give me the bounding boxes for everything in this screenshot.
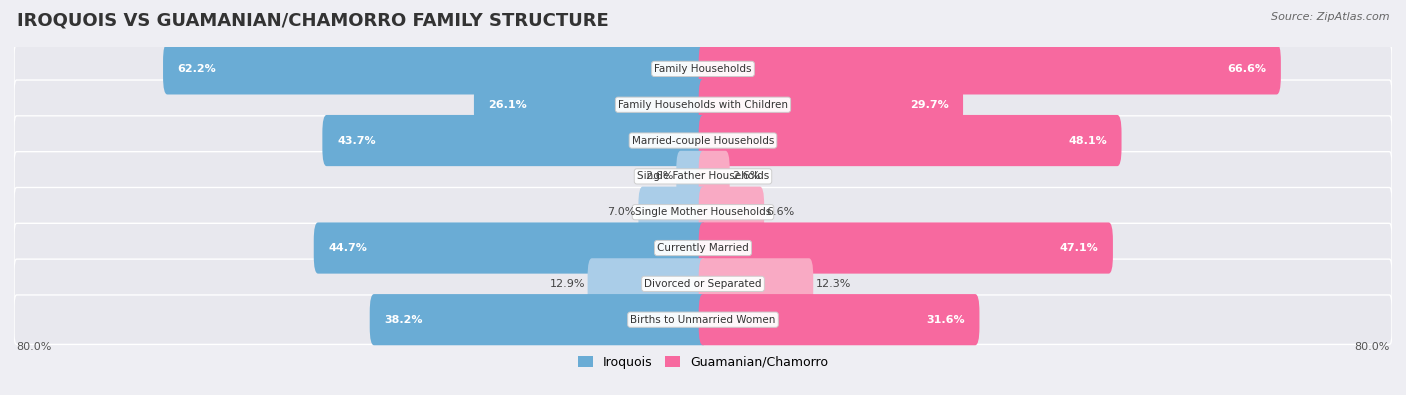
- FancyBboxPatch shape: [699, 186, 763, 238]
- FancyBboxPatch shape: [474, 79, 707, 130]
- FancyBboxPatch shape: [588, 258, 707, 309]
- Text: 62.2%: 62.2%: [177, 64, 217, 74]
- Text: Single Mother Households: Single Mother Households: [636, 207, 770, 217]
- Text: 48.1%: 48.1%: [1069, 135, 1107, 145]
- FancyBboxPatch shape: [699, 115, 1122, 166]
- FancyBboxPatch shape: [699, 294, 980, 345]
- Text: Family Households: Family Households: [654, 64, 752, 74]
- FancyBboxPatch shape: [14, 80, 1392, 130]
- Text: 80.0%: 80.0%: [17, 342, 52, 352]
- Text: Single Father Households: Single Father Households: [637, 171, 769, 181]
- FancyBboxPatch shape: [14, 259, 1392, 308]
- Text: 6.6%: 6.6%: [766, 207, 794, 217]
- Text: IROQUOIS VS GUAMANIAN/CHAMORRO FAMILY STRUCTURE: IROQUOIS VS GUAMANIAN/CHAMORRO FAMILY ST…: [17, 12, 609, 30]
- Text: 2.6%: 2.6%: [645, 171, 673, 181]
- Text: 12.9%: 12.9%: [550, 279, 585, 289]
- Text: 7.0%: 7.0%: [607, 207, 636, 217]
- Text: 66.6%: 66.6%: [1227, 64, 1267, 74]
- FancyBboxPatch shape: [699, 79, 963, 130]
- Legend: Iroquois, Guamanian/Chamorro: Iroquois, Guamanian/Chamorro: [572, 351, 834, 374]
- Text: 2.6%: 2.6%: [733, 171, 761, 181]
- FancyBboxPatch shape: [699, 258, 813, 309]
- FancyBboxPatch shape: [699, 151, 730, 202]
- Text: 12.3%: 12.3%: [815, 279, 851, 289]
- Text: 47.1%: 47.1%: [1060, 243, 1098, 253]
- FancyBboxPatch shape: [14, 223, 1392, 273]
- Text: Divorced or Separated: Divorced or Separated: [644, 279, 762, 289]
- Text: 29.7%: 29.7%: [910, 100, 949, 110]
- Text: 26.1%: 26.1%: [488, 100, 527, 110]
- Text: Family Households with Children: Family Households with Children: [619, 100, 787, 110]
- FancyBboxPatch shape: [638, 186, 707, 238]
- Text: Births to Unmarried Women: Births to Unmarried Women: [630, 315, 776, 325]
- FancyBboxPatch shape: [14, 116, 1392, 165]
- Text: 80.0%: 80.0%: [1354, 342, 1389, 352]
- FancyBboxPatch shape: [14, 44, 1392, 94]
- FancyBboxPatch shape: [676, 151, 707, 202]
- FancyBboxPatch shape: [314, 222, 707, 274]
- Text: 43.7%: 43.7%: [337, 135, 375, 145]
- FancyBboxPatch shape: [322, 115, 707, 166]
- FancyBboxPatch shape: [163, 43, 707, 94]
- FancyBboxPatch shape: [14, 295, 1392, 344]
- Text: 31.6%: 31.6%: [927, 315, 965, 325]
- FancyBboxPatch shape: [14, 152, 1392, 201]
- Text: Source: ZipAtlas.com: Source: ZipAtlas.com: [1271, 12, 1389, 22]
- Text: 38.2%: 38.2%: [384, 315, 423, 325]
- FancyBboxPatch shape: [699, 43, 1281, 94]
- FancyBboxPatch shape: [14, 188, 1392, 237]
- Text: 44.7%: 44.7%: [329, 243, 367, 253]
- Text: Currently Married: Currently Married: [657, 243, 749, 253]
- Text: Married-couple Households: Married-couple Households: [631, 135, 775, 145]
- FancyBboxPatch shape: [699, 222, 1114, 274]
- FancyBboxPatch shape: [370, 294, 707, 345]
